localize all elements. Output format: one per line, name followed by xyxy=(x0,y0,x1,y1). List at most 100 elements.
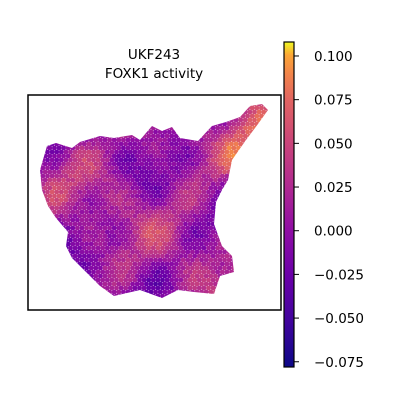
tissue-spot xyxy=(238,109,244,115)
tissue-spot xyxy=(245,201,251,207)
tissue-spot xyxy=(91,173,96,179)
tissue-spot xyxy=(199,193,205,199)
tissue-spot xyxy=(271,150,276,155)
tissue-spot xyxy=(47,105,53,111)
tissue-spot xyxy=(72,189,78,195)
tissue-spot xyxy=(104,229,110,235)
tissue-spot xyxy=(107,185,112,191)
tissue-spot xyxy=(77,205,83,211)
tissue-spot xyxy=(169,125,175,131)
tissue-spot xyxy=(95,189,101,195)
tissue-spot xyxy=(153,185,159,191)
tissue-spot xyxy=(65,225,71,231)
tissue-spot xyxy=(148,273,154,279)
tissue-spot xyxy=(199,177,205,183)
tissue-spot xyxy=(153,193,159,199)
tissue-spot xyxy=(127,104,133,107)
tissue-spot xyxy=(256,133,262,139)
tissue-spot xyxy=(56,121,62,127)
tissue-spot xyxy=(109,253,115,259)
tissue-spot xyxy=(34,178,39,183)
tissue-spot xyxy=(268,194,273,199)
tissue-spot xyxy=(256,197,262,203)
tissue-spot xyxy=(185,105,191,111)
tissue-spot xyxy=(139,289,145,295)
tissue-spot xyxy=(213,201,218,207)
tissue-spot xyxy=(187,293,193,298)
tissue-spot xyxy=(208,121,214,127)
tissue-spot xyxy=(242,157,248,163)
tissue-spot xyxy=(104,285,110,291)
tissue-spot xyxy=(34,122,39,127)
tissue-spot xyxy=(118,149,124,155)
tissue-spot xyxy=(150,149,156,155)
tissue-spot xyxy=(157,257,163,263)
tissue-spot xyxy=(70,241,76,247)
tissue-spot xyxy=(247,189,253,195)
tissue-spot xyxy=(40,109,46,115)
tissue-spot xyxy=(54,104,60,107)
tissue-spot xyxy=(194,161,200,167)
tissue-spot xyxy=(84,209,89,215)
tissue-spot xyxy=(40,213,41,219)
tissue-spot xyxy=(265,133,268,139)
tissue-spot xyxy=(68,104,73,107)
tissue-spot xyxy=(249,113,255,119)
tissue-spot xyxy=(254,113,260,119)
tissue-spot xyxy=(40,209,43,215)
tissue-spot xyxy=(233,205,239,211)
tissue-spot xyxy=(157,105,163,111)
tissue-spot xyxy=(259,161,264,167)
tissue-spot xyxy=(217,121,223,127)
tissue-spot xyxy=(199,161,205,167)
tissue-spot xyxy=(134,225,140,231)
tissue-spot xyxy=(176,185,182,191)
tissue-spot xyxy=(100,245,106,251)
tissue-spot xyxy=(238,157,244,163)
tissue-spot xyxy=(132,237,138,243)
tissue-spot xyxy=(176,161,182,167)
tissue-spot xyxy=(268,186,273,191)
tissue-spot xyxy=(180,185,186,191)
tissue-spot xyxy=(141,213,147,219)
tissue-spot xyxy=(65,257,71,263)
tissue-spot xyxy=(127,205,133,211)
tissue-spot xyxy=(146,293,152,298)
tissue-spot xyxy=(263,193,268,199)
tissue-spot xyxy=(215,293,221,298)
tissue-spot xyxy=(68,125,73,131)
tissue-spot xyxy=(261,165,267,171)
tissue-spot xyxy=(196,285,202,291)
tissue-spot xyxy=(187,125,193,131)
tissue-spot xyxy=(77,229,83,235)
tissue-spot xyxy=(183,277,188,283)
tissue-spot xyxy=(40,181,46,187)
tissue-spot xyxy=(169,149,175,155)
tissue-spot xyxy=(139,105,145,111)
tissue-spot xyxy=(98,98,103,103)
tissue-spot xyxy=(111,161,117,167)
tissue-spot xyxy=(183,181,188,187)
tissue-spot xyxy=(45,293,50,298)
tissue-spot xyxy=(229,293,234,298)
tissue-spot xyxy=(187,165,193,171)
tissue-spot xyxy=(56,105,62,111)
tissue-spot xyxy=(104,149,110,155)
tissue-spot xyxy=(40,249,43,255)
plot-frame xyxy=(27,94,282,311)
tissue-spot xyxy=(233,125,239,131)
tissue-spot xyxy=(91,149,96,155)
tissue-spot xyxy=(213,105,218,111)
tissue-spot xyxy=(164,245,170,251)
tissue-spot xyxy=(61,145,66,151)
tissue-spot xyxy=(86,285,92,291)
tissue-spot xyxy=(271,190,276,195)
tissue-spot xyxy=(125,193,131,199)
tissue-spot xyxy=(134,161,140,167)
tissue-spot xyxy=(139,153,145,159)
tissue-spot xyxy=(42,185,48,191)
tissue-spot xyxy=(208,193,214,199)
tissue-spot xyxy=(199,281,205,287)
tissue-spot xyxy=(40,201,43,207)
tissue-spot xyxy=(196,293,202,298)
